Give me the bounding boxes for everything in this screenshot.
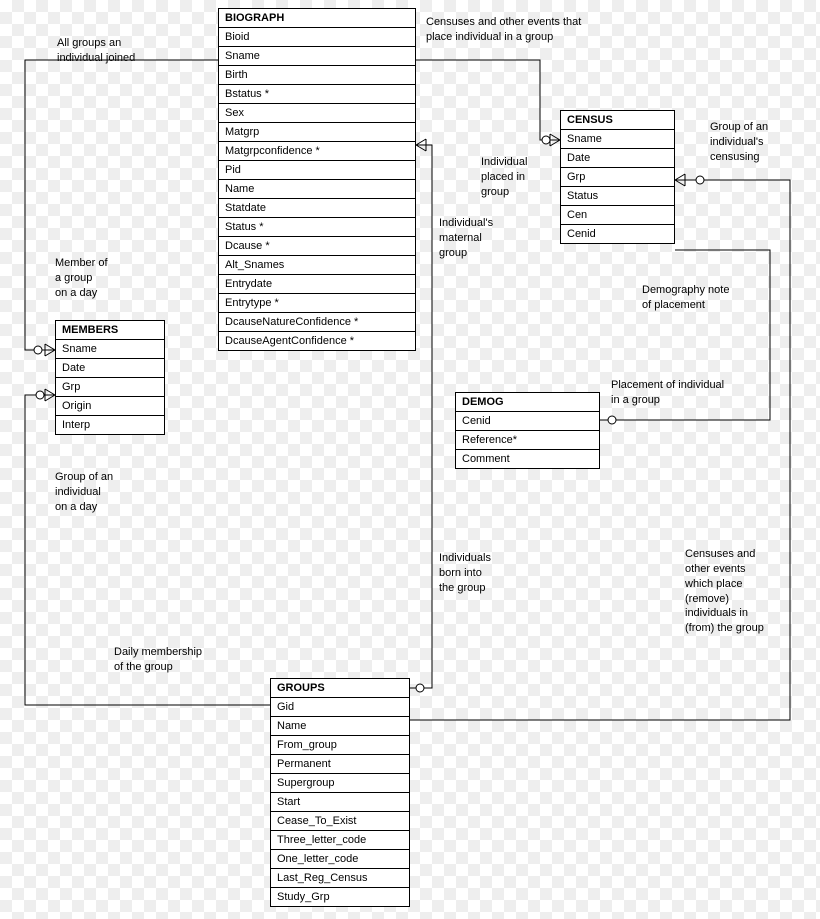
- entity-field: One_letter_code: [271, 850, 409, 869]
- entity-field: Supergroup: [271, 774, 409, 793]
- entity-title: BIOGRAPH: [219, 9, 415, 28]
- entity-field: Alt_Snames: [219, 256, 415, 275]
- entity-field: Reference*: [456, 431, 599, 450]
- entity-title: MEMBERS: [56, 321, 164, 340]
- entity-title: GROUPS: [271, 679, 409, 698]
- label-daily-membership: Daily membershipof the group: [114, 645, 202, 675]
- entity-field: Entrytype *: [219, 294, 415, 313]
- entity-field: Comment: [456, 450, 599, 468]
- entity-field: Bstatus *: [219, 85, 415, 104]
- label-all-groups-joined: All groups anindividual joined: [57, 36, 135, 66]
- entity-field: Name: [219, 180, 415, 199]
- entity-field: Sex: [219, 104, 415, 123]
- label-demography-note: Demography noteof placement: [642, 283, 729, 313]
- entity-field: Sname: [56, 340, 164, 359]
- entity-field: From_group: [271, 736, 409, 755]
- entity-field: Study_Grp: [271, 888, 409, 906]
- label-censuses-place-individual: Censuses and other events thatplace indi…: [426, 15, 581, 45]
- entity-field: DcauseNatureConfidence *: [219, 313, 415, 332]
- entity-field: Matgrpconfidence *: [219, 142, 415, 161]
- entity-field: DcauseAgentConfidence *: [219, 332, 415, 350]
- entity-field: Status: [561, 187, 674, 206]
- entity-field: Three_letter_code: [271, 831, 409, 850]
- label-group-of-censusing: Group of anindividual'scensusing: [710, 120, 768, 165]
- entity-title: DEMOG: [456, 393, 599, 412]
- entity-field: Grp: [56, 378, 164, 397]
- entity-field: Status *: [219, 218, 415, 237]
- entity-field: Cenid: [561, 225, 674, 243]
- entity-field: Name: [271, 717, 409, 736]
- entity-field: Birth: [219, 66, 415, 85]
- entity-members: MEMBERSSnameDateGrpOriginInterp: [55, 320, 165, 435]
- entity-field: Start: [271, 793, 409, 812]
- entity-field: Last_Reg_Census: [271, 869, 409, 888]
- entity-field: Dcause *: [219, 237, 415, 256]
- entity-field: Sname: [219, 47, 415, 66]
- entity-field: Grp: [561, 168, 674, 187]
- entity-biograph: BIOGRAPHBioidSnameBirthBstatus *SexMatgr…: [218, 8, 416, 351]
- entity-field: Interp: [56, 416, 164, 434]
- entity-field: Cen: [561, 206, 674, 225]
- entity-field: Bioid: [219, 28, 415, 47]
- entity-field: Entrydate: [219, 275, 415, 294]
- entity-census: CENSUSSnameDateGrpStatusCenCenid: [560, 110, 675, 244]
- label-individual-placed-in-group: Individualplaced ingroup: [481, 155, 527, 200]
- entity-field: Cenid: [456, 412, 599, 431]
- label-group-of-individual-on-day: Group of anindividualon a day: [55, 470, 113, 515]
- entity-field: Permanent: [271, 755, 409, 774]
- entity-field: Date: [56, 359, 164, 378]
- entity-field: Date: [561, 149, 674, 168]
- entity-field: Cease_To_Exist: [271, 812, 409, 831]
- label-censuses-place-remove: Censuses andother eventswhich place(remo…: [685, 547, 764, 636]
- label-member-of-group-on-day: Member ofa groupon a day: [55, 256, 108, 301]
- label-individuals-maternal-group: Individual'smaternalgroup: [439, 216, 493, 261]
- entity-field: Matgrp: [219, 123, 415, 142]
- entity-field: Origin: [56, 397, 164, 416]
- label-placement-of-individual: Placement of individualin a group: [611, 378, 724, 408]
- entity-field: Pid: [219, 161, 415, 180]
- entity-field: Sname: [561, 130, 674, 149]
- label-individuals-born-into: Individualsborn intothe group: [439, 551, 491, 596]
- entity-field: Statdate: [219, 199, 415, 218]
- entity-title: CENSUS: [561, 111, 674, 130]
- entity-groups: GROUPSGidNameFrom_groupPermanentSupergro…: [270, 678, 410, 907]
- entity-demog: DEMOGCenidReference*Comment: [455, 392, 600, 469]
- entity-field: Gid: [271, 698, 409, 717]
